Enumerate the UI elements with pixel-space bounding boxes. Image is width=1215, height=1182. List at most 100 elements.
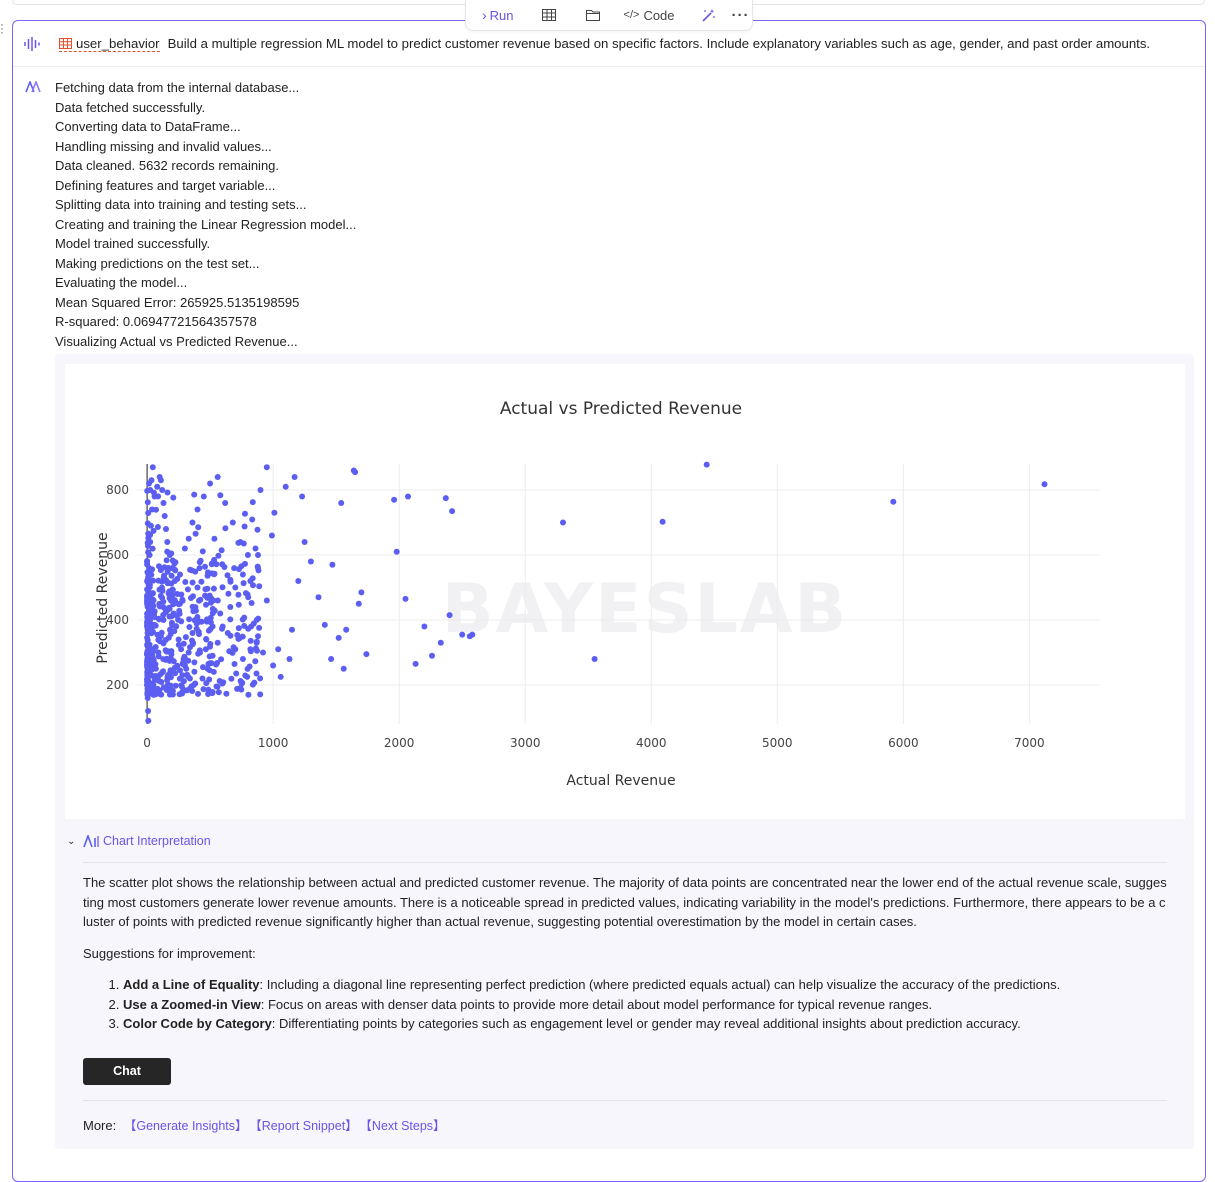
drag-handle-icon[interactable]: · · · [0,17,4,39]
scatter-point [299,493,306,500]
scatter-point [171,597,178,604]
code-button[interactable]: </> Code [614,0,685,30]
magic-button[interactable] [689,0,724,30]
scatter-point [219,584,226,591]
scatter-point [295,578,302,584]
more-button[interactable]: ··· [724,0,758,30]
ai-logo-icon [25,81,41,93]
scatter-point [228,675,235,682]
scatter-point [289,626,295,633]
scatter-point [242,510,248,517]
scatter-point [247,648,254,655]
scatter-point [149,566,156,573]
scatter-point [189,567,195,574]
x-tick-label: 3000 [510,736,541,750]
scatter-point [355,600,362,607]
scatter-point [182,634,189,641]
scatter-point [145,717,152,724]
scatter-point [239,656,246,662]
scatter-point [155,577,162,584]
table-icon [541,9,556,21]
scatter-point [591,656,598,662]
scatter-point [247,637,254,644]
scatter-chart: BAYESLAB 0 1000 2000 3000 4000 5000 6000 7000 200… [95,399,1100,789]
scatter-point [145,641,152,648]
suggestion-item: Use a Zoomed-in View: Focus on areas wit… [123,995,1167,1015]
scatter-point [144,600,151,607]
scatter-point [184,586,191,593]
scatter-point [230,644,237,651]
scatter-point [144,673,151,679]
scatter-point [442,495,449,502]
dataset-tag[interactable]: user_behavior [59,36,160,52]
interpretation-toggle[interactable]: ⌄ Chart Interpretation [67,832,1167,850]
scatter-point [239,571,246,578]
scatter-point [166,605,173,612]
scatter-point [207,614,214,621]
scatter-point [240,540,247,547]
scatter-point [257,675,264,682]
dataset-name: user_behavior [76,35,160,51]
folder-button[interactable] [566,0,610,30]
scatter-point [321,621,328,628]
chat-button[interactable]: Chat [83,1057,171,1085]
scatter-point [156,474,163,480]
scatter-point [263,464,270,471]
more-link[interactable]: 【Next Steps】 [365,1118,446,1133]
scatter-point [179,596,186,603]
scatter-point [145,530,152,537]
scatter-point [215,689,222,696]
y-tick-label: 800 [106,483,129,497]
scatter-point [190,606,197,613]
interpretation-divider [83,862,1167,863]
scatter-point [158,691,165,698]
scatter-point [214,683,221,690]
voice-wave-icon[interactable] [23,36,41,52]
scatter-point [177,571,183,578]
scatter-point [192,680,199,687]
scatter-point [229,519,236,526]
scatter-point [560,519,566,526]
scatter-point [252,645,259,652]
scatter-point [150,527,157,534]
scatter-point [315,594,322,601]
scatter-point [255,567,262,574]
scatter-point [213,561,220,568]
x-tick-label: 7000 [1014,736,1045,750]
scatter-point [703,461,710,468]
scatter-point [233,670,240,677]
scatter-point [156,603,163,610]
scatter-point [183,665,190,672]
run-button[interactable]: › Run [466,0,528,30]
more-link[interactable]: 【Report Snippet】 [255,1118,358,1133]
scatter-point [144,658,151,665]
scatter-point [218,656,225,663]
scatter-point [173,612,180,619]
scatter-point [214,639,221,646]
x-tick-label: 2000 [384,736,415,750]
scatter-point [165,565,172,571]
scatter-point [210,597,217,604]
scatter-point [206,667,213,674]
scatter-point [249,516,256,523]
table-button[interactable] [532,0,566,30]
folder-icon [585,10,600,21]
scatter-point [164,489,171,496]
scatter-point [229,649,236,656]
scatter-point [275,646,282,653]
scatter-point [260,649,266,656]
scatter-point [185,535,192,542]
scatter-point [178,646,185,653]
scatter-point [234,632,241,638]
scatter-point [182,579,189,585]
more-link[interactable]: 【Generate Insights】 [123,1118,248,1133]
scatter-point [160,500,167,506]
scatter-point [211,535,218,542]
scatter-point [235,539,242,546]
scatter-point [301,539,308,545]
scatter-point [144,578,151,585]
scatter-point [155,493,162,500]
scatter-point [202,563,208,570]
scatter-point [340,665,347,672]
scatter-point [158,629,165,636]
